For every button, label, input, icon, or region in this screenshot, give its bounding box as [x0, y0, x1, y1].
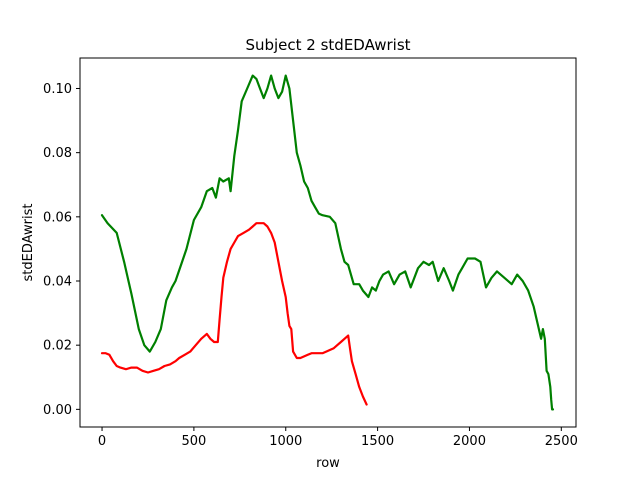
x-tick-label: 0	[98, 434, 106, 449]
y-tick-label: 0.10	[43, 82, 72, 97]
x-tick-label: 500	[181, 434, 206, 449]
plot-frame	[79, 57, 577, 428]
x-tick-label: 2000	[453, 434, 486, 449]
ticks-layer: 0 500 1000 1500 2000 2500 0.00 0.02 0.04 0.06 0.08…	[43, 82, 578, 449]
y-tick-label: 0.00	[43, 403, 72, 418]
series-layer	[100, 74, 555, 411]
y-tick-label: 0.06	[43, 210, 72, 225]
y-tick-label: 0.08	[43, 146, 72, 161]
x-tick-label: 1000	[269, 434, 302, 449]
series-line-2	[100, 222, 368, 406]
x-tick-label: 2500	[545, 434, 578, 449]
series-line-1	[100, 74, 555, 411]
x-tick-label: 1500	[361, 434, 394, 449]
chart-title: Subject 2 stdEDAwrist	[245, 36, 410, 54]
x-axis-label: row	[316, 456, 340, 471]
y-axis-label: stdEDAwrist	[21, 204, 36, 282]
y-tick-label: 0.04	[43, 275, 72, 290]
y-tick-label: 0.02	[43, 339, 72, 354]
